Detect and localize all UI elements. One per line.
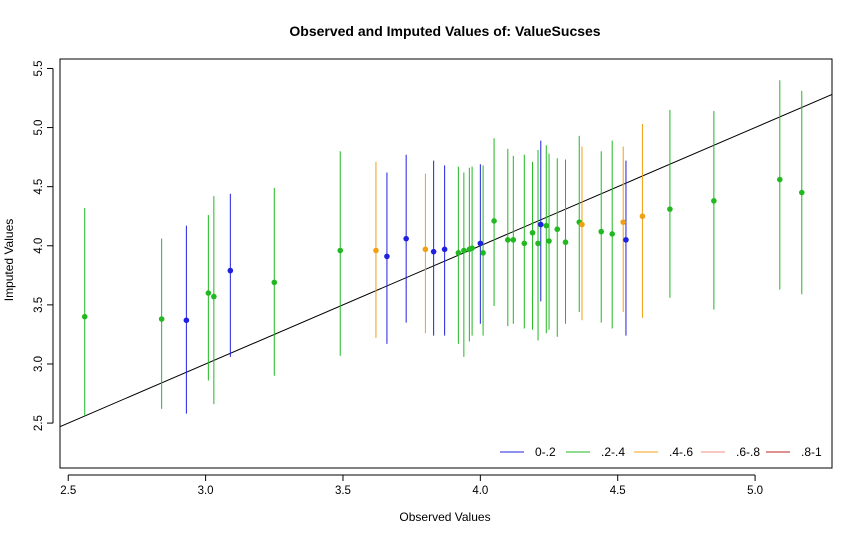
data-point [505,237,511,243]
y-tick-label: 5.0 [33,120,45,136]
y-tick-label: 2.5 [33,415,45,431]
data-point [158,316,165,322]
y-axis-label: Imputed Values [2,219,16,302]
data-point [271,279,278,286]
x-tick-label: 4.5 [610,485,626,497]
x-tick-label: 3.0 [198,485,214,497]
data-point [798,189,805,196]
legend-label: .4-.6 [669,445,693,459]
data-point [554,226,561,233]
x-tick-label: 3.5 [335,485,351,497]
data-point [81,313,88,320]
data-point [598,228,605,235]
data-point [477,240,484,247]
legend-label: .6-.8 [736,445,760,459]
data-point [623,237,629,243]
data-point [639,213,646,220]
y-tick-label: 4.0 [33,238,45,254]
data-point [373,247,379,254]
legend-label: .8-1 [801,445,822,459]
data-point [422,246,429,253]
data-point [667,206,673,212]
data-point [403,235,409,242]
x-tick-label: 4.0 [472,485,488,497]
data-point [461,247,467,254]
x-axis-label: Observed Values [399,510,490,524]
data-point [491,218,497,224]
data-point [441,246,448,253]
data-point [546,238,552,244]
data-point [579,221,585,228]
plot-frame [59,58,833,469]
data-point [183,317,190,324]
data-point [620,219,627,225]
data-point [455,250,462,256]
x-tick-label: 2.5 [60,485,76,497]
y-tick-label: 3.0 [33,356,45,372]
data-point [777,176,783,183]
x-tick-label: 5.0 [747,485,763,497]
data-point [510,237,517,243]
data-point [562,239,569,246]
reference-line [60,94,832,428]
data-point [205,290,212,296]
data-point [337,247,344,254]
data-point [430,248,437,255]
data-point [711,198,717,204]
legend-label: .2-.4 [601,445,625,459]
data-point [469,245,475,251]
data-point [211,293,217,300]
data-point [384,253,390,260]
data-point [535,240,541,247]
y-tick-label: 4.5 [33,179,45,195]
data-point [537,221,544,228]
data-point [609,231,616,237]
data-point [529,229,536,236]
legend-label: 0-.2 [535,445,556,459]
data-point [543,222,550,229]
chart-title: Observed and Imputed Values of: ValueSuc… [289,23,600,39]
y-tick-label: 3.5 [33,297,45,313]
y-tick-label: 5.5 [33,60,45,76]
data-point [227,267,234,274]
data-point [480,250,486,256]
data-point [521,240,528,247]
